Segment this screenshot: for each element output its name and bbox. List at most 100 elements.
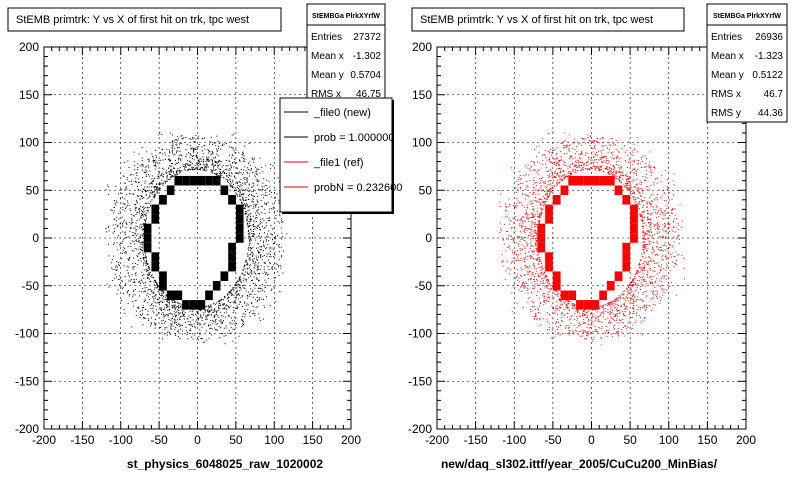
scatter-point [250,228,252,230]
scatter-point [610,317,612,319]
scatter-point [263,250,265,252]
scatter-point [613,165,615,167]
scatter-point [540,270,542,272]
scatter-point [643,262,645,264]
scatter-point [196,156,198,158]
scatter-point [666,267,668,269]
scatter-point [641,195,643,197]
scatter-point [526,241,528,243]
scatter-point [609,170,611,172]
scatter-point [232,147,234,149]
scatter-point [204,170,206,172]
scatter-point [147,274,149,276]
scatter-point [201,167,203,169]
scatter-point [562,176,564,178]
scatter-point [173,310,175,312]
scatter-point [602,142,604,144]
scatter-point [213,142,215,144]
scatter-point [270,289,272,291]
scatter-point [617,309,619,311]
scatter-point [169,169,171,171]
scatter-point [126,266,128,268]
scatter-point [558,299,560,301]
scatter-point [119,210,121,212]
scatter-point [647,271,649,273]
scatter-point [539,319,541,321]
scatter-point [208,156,210,158]
scatter-point [265,222,267,224]
scatter-point [219,300,221,302]
scatter-point [550,287,552,289]
scatter-point [241,185,243,187]
scatter-point [568,301,570,303]
scatter-point [125,251,127,253]
scatter-point [189,310,191,312]
scatter-point [646,177,648,179]
scatter-point [624,159,626,161]
scatter-point [171,150,173,152]
scatter-point [234,324,236,326]
scatter-point [661,174,663,176]
scatter-point [591,340,593,342]
scatter-point [222,321,224,323]
scatter-point [228,306,230,308]
scatter-point [129,230,131,232]
scatter-point [159,300,161,302]
scatter-point [173,167,175,169]
scatter-point [194,148,196,150]
scatter-point [121,242,123,244]
scatter-point [212,166,214,168]
scatter-point [561,312,563,314]
scatter-point [622,326,624,328]
scatter-point [161,182,163,184]
scatter-point [643,246,645,248]
scatter-point [267,240,269,242]
scatter-point [620,157,622,159]
scatter-point [179,303,181,305]
scatter-point [250,271,252,273]
scatter-point [501,230,503,232]
scatter-point [523,261,525,263]
scatter-point [154,168,156,170]
scatter-point [667,205,669,207]
scatter-point [519,178,521,180]
scatter-point [544,276,546,278]
scatter-point [632,281,634,283]
scatter-point [642,190,644,192]
scatter-point [216,310,218,312]
scatter-point [259,317,261,319]
scatter-point [132,266,134,268]
scatter-point [106,283,108,285]
scatter-point [588,142,590,144]
scatter-point [124,198,126,200]
scatter-point [174,163,176,165]
scatter-point [606,147,608,149]
scatter-point [621,329,623,331]
scatter-point [650,194,652,196]
scatter-point [252,235,254,237]
scatter-point [527,218,529,220]
scatter-point [503,260,505,262]
scatter-point [124,188,126,190]
scatter-point [249,259,251,261]
scatter-point [199,163,201,165]
scatter-point [632,169,634,171]
scatter-point [135,235,137,237]
scatter-point [520,224,522,226]
scatter-point [526,283,528,285]
scatter-point [546,275,548,277]
density-bin [228,195,236,205]
scatter-point [633,197,635,199]
scatter-point [532,250,534,252]
scatter-point [651,222,653,224]
scatter-point [538,193,540,195]
scatter-point [566,304,568,306]
scatter-point [143,277,145,279]
scatter-point [527,292,529,294]
scatter-point [125,206,127,208]
scatter-point [651,204,653,206]
scatter-point [641,201,643,203]
scatter-point [661,288,663,290]
scatter-point [629,160,631,162]
scatter-point [610,302,612,304]
